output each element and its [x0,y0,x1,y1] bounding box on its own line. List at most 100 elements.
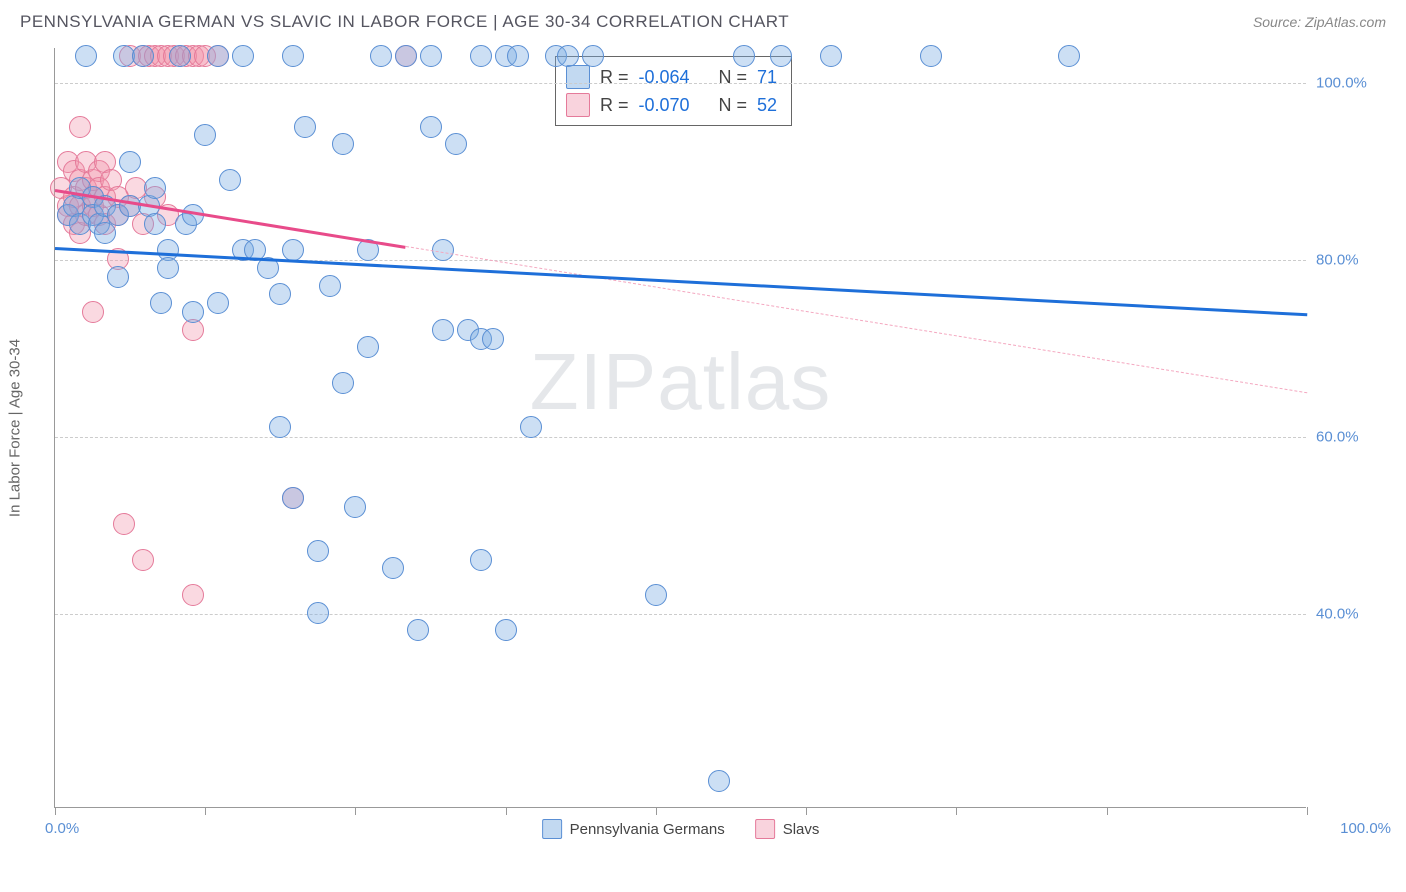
x-tick [355,807,356,815]
data-point [282,239,304,261]
data-point [432,319,454,341]
data-point [770,45,792,67]
data-point [482,328,504,350]
legend-item-pink: Slavs [755,819,820,839]
data-point [75,45,97,67]
data-point [144,213,166,235]
data-point [269,283,291,305]
data-point [820,45,842,67]
legend-n-value-blue: 71 [757,67,777,88]
x-tick [1107,807,1108,815]
watermark: ZIPatlas [530,336,831,428]
data-point [507,45,529,67]
data-point [495,619,517,641]
x-tick [205,807,206,815]
data-point [194,124,216,146]
data-point [470,45,492,67]
x-tick [806,807,807,815]
y-tick-label: 80.0% [1316,252,1386,269]
x-axis-max-label: 100.0% [1340,820,1391,837]
data-point [69,116,91,138]
trend-line [55,247,1307,316]
legend-item-blue: Pennsylvania Germans [542,819,725,839]
data-point [144,177,166,199]
data-point [207,292,229,314]
data-point [269,416,291,438]
data-point [332,372,354,394]
legend-row-pink: R = -0.070 N = 52 [566,91,777,119]
data-point [232,45,254,67]
data-point [113,513,135,535]
data-point [420,45,442,67]
data-point [219,169,241,191]
data-point [520,416,542,438]
data-point [470,549,492,571]
data-point [107,266,129,288]
legend-row-blue: R = -0.064 N = 71 [566,63,777,91]
swatch-pink-icon [566,93,590,117]
data-point [582,45,604,67]
data-point [420,116,442,138]
trend-line [405,246,1307,393]
data-point [920,45,942,67]
data-point [132,45,154,67]
data-point [169,45,191,67]
data-point [119,151,141,173]
series-legend: Pennsylvania Germans Slavs [542,819,820,839]
chart-title: PENNSYLVANIA GERMAN VS SLAVIC IN LABOR F… [20,12,789,32]
legend-label-blue: Pennsylvania Germans [570,821,725,838]
data-point [344,496,366,518]
data-point [207,45,229,67]
legend-label-pink: Slavs [783,821,820,838]
x-tick [656,807,657,815]
legend-r-value-blue: -0.064 [639,67,709,88]
legend-r-value-pink: -0.070 [639,95,709,116]
data-point [150,292,172,314]
data-point [157,257,179,279]
chart-container: ZIPatlas In Labor Force | Age 30-34 0.0%… [54,48,1394,838]
data-point [307,602,329,624]
data-point [307,540,329,562]
x-tick [956,807,957,815]
gridline [55,437,1306,438]
source-attribution: Source: ZipAtlas.com [1253,14,1386,30]
data-point [708,770,730,792]
x-tick [1307,807,1308,815]
data-point [382,557,404,579]
x-tick [506,807,507,815]
data-point [733,45,755,67]
data-point [319,275,341,297]
data-point [332,133,354,155]
data-point [370,45,392,67]
y-tick-label: 100.0% [1316,75,1386,92]
data-point [132,549,154,571]
data-point [282,45,304,67]
gridline [55,83,1306,84]
data-point [407,619,429,641]
data-point [1058,45,1080,67]
swatch-blue-icon [542,819,562,839]
swatch-blue-icon [566,65,590,89]
x-tick [55,807,56,815]
data-point [645,584,667,606]
gridline [55,614,1306,615]
legend-r-label: R = [600,95,629,116]
data-point [557,45,579,67]
data-point [294,116,316,138]
data-point [357,336,379,358]
y-tick-label: 40.0% [1316,605,1386,622]
legend-n-label: N = [719,95,748,116]
data-point [282,487,304,509]
plot-area: ZIPatlas In Labor Force | Age 30-34 0.0%… [54,48,1306,808]
legend-n-value-pink: 52 [757,95,777,116]
data-point [82,301,104,323]
legend-r-label: R = [600,67,629,88]
y-axis-title: In Labor Force | Age 30-34 [7,338,24,516]
y-tick-label: 60.0% [1316,428,1386,445]
data-point [395,45,417,67]
data-point [182,301,204,323]
legend-n-label: N = [719,67,748,88]
data-point [182,584,204,606]
data-point [445,133,467,155]
swatch-pink-icon [755,819,775,839]
